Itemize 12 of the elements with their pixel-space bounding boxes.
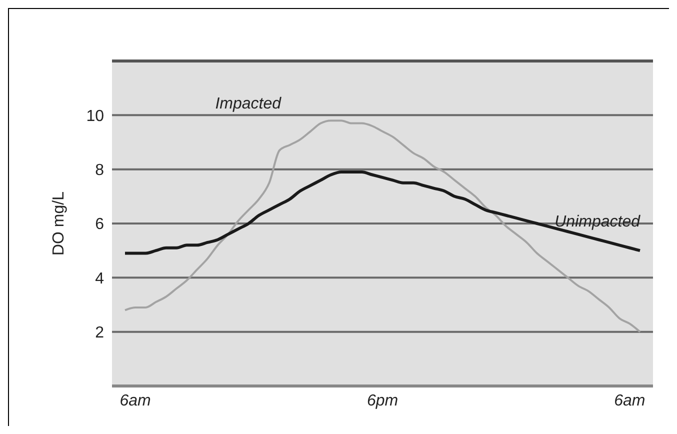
line-series bbox=[124, 170, 642, 255]
y-tick-label: 8 bbox=[95, 162, 104, 180]
x-tick-label: 6pm bbox=[366, 392, 398, 410]
y-tick-label: 10 bbox=[86, 108, 104, 125]
text: Impacted bbox=[215, 96, 282, 113]
x-tick-label: 6am bbox=[614, 392, 646, 410]
y-tick-label: 6 bbox=[95, 216, 104, 234]
y-tick-label: 2 bbox=[95, 324, 104, 342]
y-tick-label: 4 bbox=[95, 270, 104, 288]
line-series bbox=[124, 120, 641, 333]
y-axis-title: DO mg/L bbox=[50, 191, 68, 256]
x-tick-label: 6am bbox=[120, 392, 151, 410]
